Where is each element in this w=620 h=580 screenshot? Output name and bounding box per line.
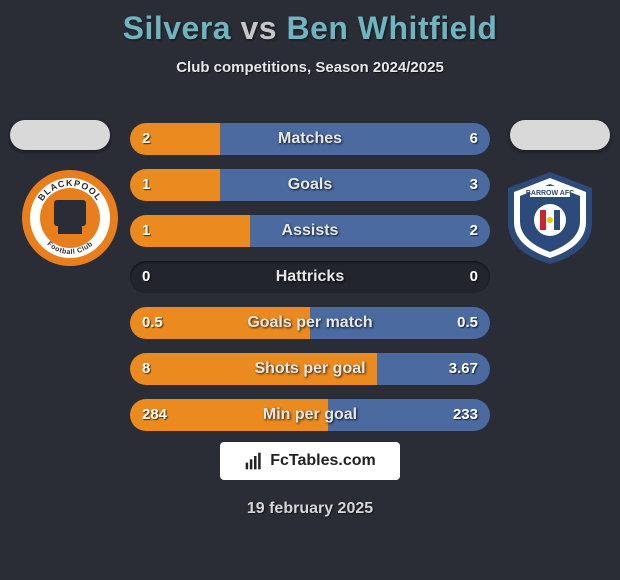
stat-row: 00Hattricks bbox=[130, 261, 490, 293]
vs-text: vs bbox=[240, 10, 277, 46]
stat-label: Goals per match bbox=[130, 307, 490, 339]
stat-label: Shots per goal bbox=[130, 353, 490, 385]
branding-badge: FcTables.com bbox=[220, 442, 400, 480]
stat-label: Min per goal bbox=[130, 399, 490, 431]
comparison-title: Silvera vs Ben Whitfield bbox=[0, 0, 620, 47]
stat-row: 13Goals bbox=[130, 169, 490, 201]
date-text: 19 february 2025 bbox=[0, 500, 620, 518]
stat-row: 83.67Shots per goal bbox=[130, 353, 490, 385]
stat-label: Assists bbox=[130, 215, 490, 247]
stat-row: 0.50.5Goals per match bbox=[130, 307, 490, 339]
stat-label: Matches bbox=[130, 123, 490, 155]
player1-avatar bbox=[10, 120, 110, 150]
branding-text: FcTables.com bbox=[270, 452, 376, 470]
player1-name: Silvera bbox=[123, 10, 231, 46]
club-badge-left: BLACKPOOL Football Club bbox=[20, 168, 120, 268]
stat-row: 284233Min per goal bbox=[130, 399, 490, 431]
stat-label: Hattricks bbox=[130, 261, 490, 293]
player2-name: Ben Whitfield bbox=[286, 10, 497, 46]
subtitle: Club competitions, Season 2024/2025 bbox=[0, 59, 620, 76]
chart-icon bbox=[244, 451, 264, 471]
stat-row: 12Assists bbox=[130, 215, 490, 247]
svg-text:BARROW AFC: BARROW AFC bbox=[526, 190, 574, 197]
stats-table: 26Matches 13Goals 12Assists 00Hattricks 0.50… bbox=[130, 123, 490, 445]
player2-avatar bbox=[510, 120, 610, 150]
club-badge-right: BARROW AFC bbox=[500, 168, 600, 268]
stat-label: Goals bbox=[130, 169, 490, 201]
stat-row: 26Matches bbox=[130, 123, 490, 155]
